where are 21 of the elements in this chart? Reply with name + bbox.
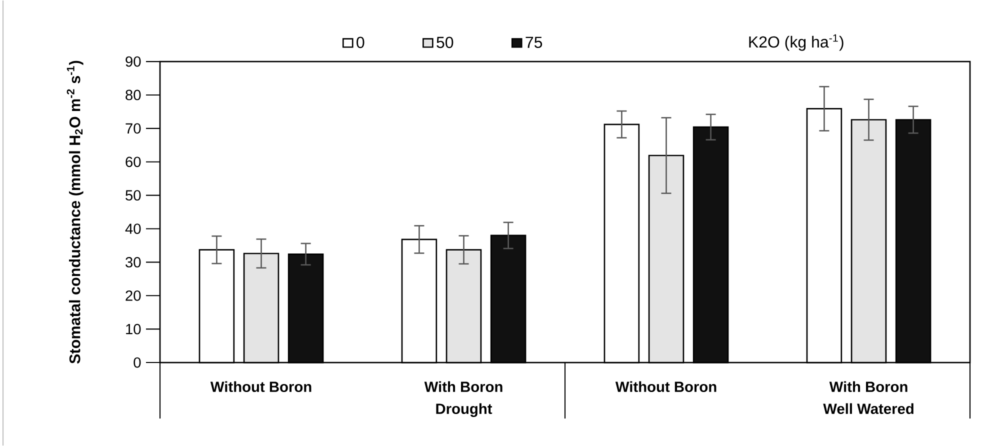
- legend-label: 0: [356, 36, 364, 48]
- y-tick-label: 80: [126, 90, 141, 100]
- y-tick-label: 10: [126, 324, 141, 334]
- y-axis-title: Stomatal conductance (mmol H$_{2}$O m$^{-2}$ s$^{-1}$): [66, 60, 84, 364]
- legend-title: K2O (kg ha$^{-1}$): [749, 34, 844, 51]
- legend-label: 75: [526, 36, 542, 48]
- y-tick-label: 60: [126, 156, 141, 168]
- y-tick-label: 70: [126, 123, 141, 134]
- x-tick-label: Without Boron: [210, 381, 312, 392]
- y-tick-label: 0: [134, 357, 141, 368]
- y-tick-label: 30: [126, 256, 141, 268]
- y-tick-label: 90: [126, 56, 141, 67]
- legend-label: 50: [436, 36, 454, 48]
- x-tick-label: With Boron: [829, 381, 908, 392]
- x-tick-label: Without Boron: [615, 381, 716, 392]
- y-tick-label: 40: [125, 224, 141, 234]
- y-tick-label: 50: [126, 190, 141, 200]
- text: Well Watered: [823, 403, 914, 414]
- x-tick-label: With Boron: [424, 381, 502, 392]
- text: Drought: [436, 403, 492, 417]
- y-tick-label: 20: [126, 290, 141, 301]
